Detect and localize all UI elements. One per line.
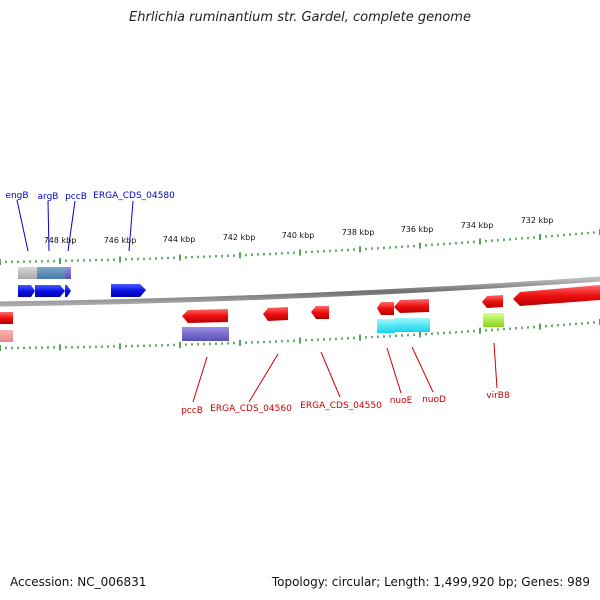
gene-label-nuoD[interactable]: nuoD bbox=[422, 395, 446, 405]
gene-arrow-nuoE[interactable] bbox=[377, 302, 394, 315]
cog-bar-left-pink bbox=[0, 330, 13, 342]
gene-arrow-pccB-forward[interactable] bbox=[65, 285, 71, 297]
gene-label-virB8[interactable]: virB8 bbox=[486, 391, 510, 401]
scale-labels: 748 kbp 746 kbp 744 kbp 742 kbp 740 kbp … bbox=[44, 216, 554, 245]
reverse-leader-lines bbox=[192, 342, 498, 403]
gene-arrow-ERGA_CDS_04550[interactable] bbox=[311, 306, 329, 319]
cog-bar-nuoE bbox=[377, 319, 395, 333]
scale-tick-label: 738 kbp bbox=[342, 228, 375, 237]
gene-arrow-engB[interactable] bbox=[18, 285, 35, 297]
cog-bar-nuoD bbox=[395, 318, 430, 332]
gene-label-ERGA_CDS_04580[interactable]: ERGA_CDS_04580 bbox=[93, 191, 175, 201]
genome-backbone bbox=[0, 276, 600, 307]
forward-leader-lines bbox=[16, 199, 134, 252]
upper-scale-ticks bbox=[0, 229, 600, 265]
gene-label-engB[interactable]: engB bbox=[5, 191, 28, 201]
gene-arrow-ERGA_CDS_04560[interactable] bbox=[263, 307, 288, 321]
gene-arrow-virB8[interactable] bbox=[482, 295, 503, 308]
scale-tick-label: 736 kbp bbox=[401, 225, 434, 234]
cog-bar-pccB bbox=[182, 327, 229, 341]
scale-tick-label: 748 kbp bbox=[44, 236, 77, 245]
cog-bar-purple bbox=[65, 267, 71, 279]
gene-label-nuoE[interactable]: nuoE bbox=[390, 396, 413, 406]
gene-arrow-pccB-reverse[interactable] bbox=[182, 309, 228, 323]
scale-tick-label: 732 kbp bbox=[521, 216, 554, 225]
gene-label-ERGA_CDS_04550[interactable]: ERGA_CDS_04550 bbox=[300, 401, 382, 411]
scale-tick-label: 740 kbp bbox=[282, 231, 315, 240]
gene-arrow-ERGA_CDS_04580[interactable] bbox=[111, 284, 146, 297]
lower-scale-ticks bbox=[0, 319, 600, 351]
scale-tick-label: 734 kbp bbox=[461, 221, 494, 230]
gene-block-left-edge[interactable] bbox=[0, 312, 13, 324]
genome-summary-text: Topology: circular; Length: 1,499,920 bp… bbox=[271, 575, 590, 589]
gene-arrow-right-edge[interactable] bbox=[513, 285, 600, 306]
reverse-gene-labels: pccB ERGA_CDS_04560 ERGA_CDS_04550 nuoE … bbox=[181, 391, 510, 416]
cog-bar-steel bbox=[37, 267, 65, 279]
forward-gene-labels: engB argB pccB ERGA_CDS_04580 bbox=[5, 191, 175, 202]
cog-bar-virB8 bbox=[483, 313, 504, 327]
gene-arrow-argB[interactable] bbox=[35, 285, 65, 297]
cog-bar-gray bbox=[18, 267, 37, 279]
gene-arrow-nuoD[interactable] bbox=[394, 299, 429, 313]
scale-tick-label: 744 kbp bbox=[163, 235, 196, 244]
accession-text: Accession: NC_006831 bbox=[10, 575, 147, 589]
gene-label-pccB[interactable]: pccB bbox=[181, 406, 203, 416]
scale-tick-label: 742 kbp bbox=[223, 233, 256, 242]
map-title: Ehrlichia ruminantium str. Gardel, compl… bbox=[129, 10, 471, 25]
scale-tick-label: 746 kbp bbox=[104, 236, 137, 245]
gene-label-pccB[interactable]: pccB bbox=[65, 192, 87, 202]
gene-label-argB[interactable]: argB bbox=[38, 192, 59, 202]
gene-label-ERGA_CDS_04560[interactable]: ERGA_CDS_04560 bbox=[210, 404, 292, 414]
